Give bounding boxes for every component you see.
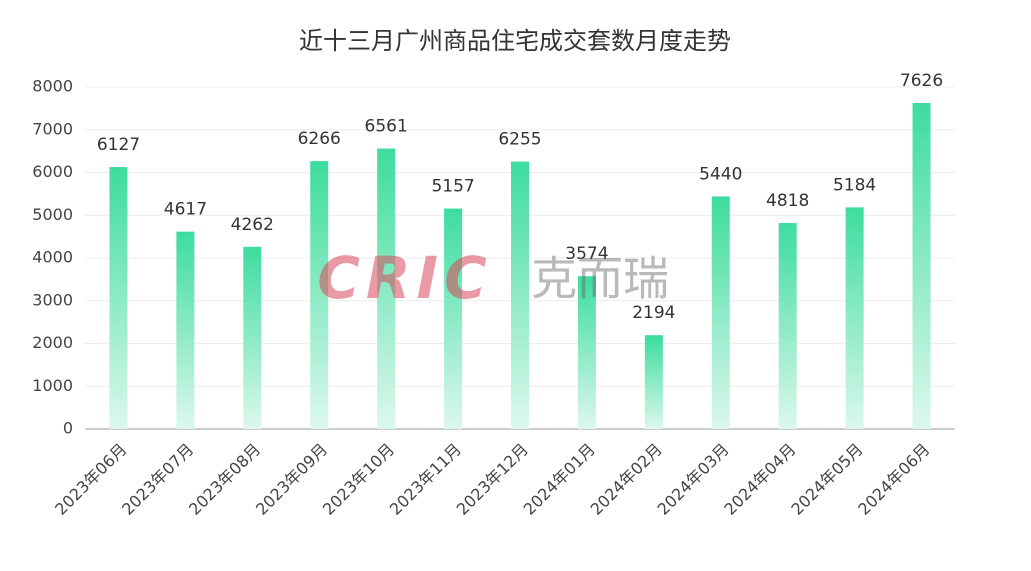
bar <box>912 102 931 430</box>
y-tick-label: 1000 <box>32 376 73 395</box>
value-label: 5157 <box>431 177 474 197</box>
value-label: 6127 <box>97 135 140 155</box>
value-label: 5440 <box>699 164 742 184</box>
bar <box>778 223 797 429</box>
bar <box>577 276 596 429</box>
value-label: 4818 <box>766 191 809 211</box>
value-label: 4617 <box>164 200 207 220</box>
value-label: 2194 <box>632 303 675 323</box>
y-tick-label: 3000 <box>32 290 73 309</box>
value-label: 6561 <box>365 117 408 137</box>
y-tick-label: 0 <box>63 419 73 438</box>
bar <box>511 161 529 429</box>
value-label: 3574 <box>565 244 608 264</box>
bar <box>377 148 396 429</box>
bar <box>444 208 463 429</box>
watermark-logo: CRIC <box>317 244 492 312</box>
y-tick-label: 2000 <box>32 333 73 352</box>
value-label: 6266 <box>298 129 341 149</box>
bar <box>845 207 864 429</box>
value-label: 7626 <box>900 71 943 91</box>
bar <box>109 167 128 430</box>
value-label: 5184 <box>833 175 876 195</box>
bar <box>310 161 329 430</box>
y-tick-label: 7000 <box>32 119 73 138</box>
bar <box>711 196 730 429</box>
bar <box>644 335 663 429</box>
value-label: 4262 <box>231 215 274 235</box>
y-tick-label: 6000 <box>32 162 73 181</box>
y-tick-label: 5000 <box>32 205 73 224</box>
y-tick-label: 4000 <box>32 248 73 267</box>
x-tick-label: 2024年06月 <box>854 440 933 519</box>
bar <box>176 231 195 429</box>
y-tick-label: 8000 <box>32 77 73 96</box>
watermark-text: 克而瑞 <box>531 252 669 306</box>
bar <box>243 246 262 429</box>
value-label: 6255 <box>498 130 541 150</box>
chart-title: 近十三月广州商品住宅成交套数月度走势 <box>299 27 731 55</box>
